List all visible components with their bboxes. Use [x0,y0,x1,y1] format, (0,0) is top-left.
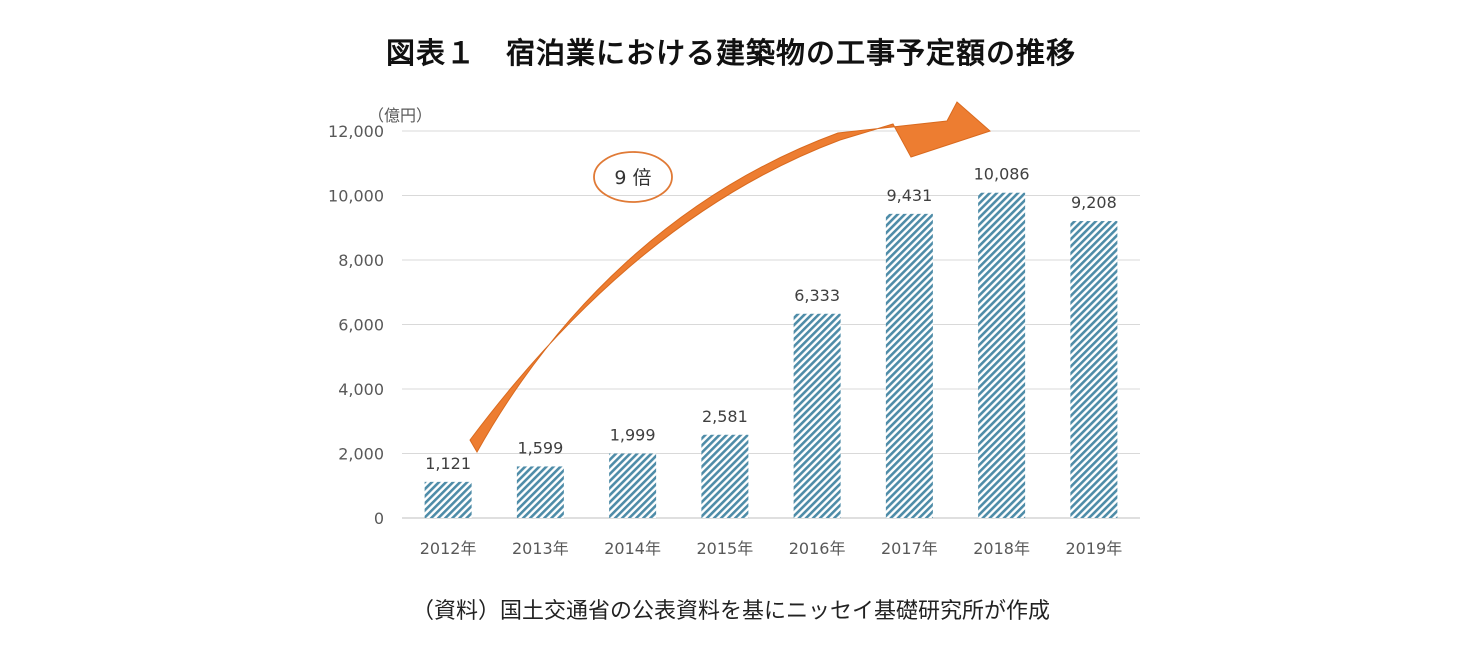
annotation-bubble: 9 倍 [593,151,673,203]
y-tick-label: 10,000 [328,187,384,206]
x-tick-label: 2019年 [1066,539,1123,558]
data-label: 9,431 [886,186,932,205]
bar [978,192,1026,518]
y-tick-label: 2,000 [338,445,384,464]
annotation-text: 9 倍 [614,167,651,189]
x-tick-label: 2016年 [789,539,846,558]
bar [516,466,564,518]
y-tick-label: 4,000 [338,380,384,399]
gridlines [402,130,1140,519]
bar [609,453,657,518]
bars [424,192,1118,519]
data-label: 1,999 [610,426,656,445]
x-tick-label: 2017年 [881,539,938,558]
bar [1070,221,1118,519]
data-label: 9,208 [1071,193,1117,212]
bar [793,313,841,518]
data-label: 2,581 [702,407,748,426]
y-tick-label: 0 [374,509,384,528]
x-tick-label: 2013年 [512,539,569,558]
labels: 0 2,000 4,000 6,000 8,000 10,000 12,000 1,121 20… [328,122,1122,558]
data-label: 1,599 [517,438,563,457]
x-tick-label: 2018年 [973,539,1030,558]
y-tick-label: 8,000 [338,251,384,270]
bar [885,213,933,518]
bar [424,481,472,518]
data-label: 10,086 [974,165,1030,184]
data-label: 6,333 [794,286,840,305]
bar [701,434,749,518]
chart-title: 図表１ 宿泊業における建築物の工事予定額の推移 [385,36,1076,70]
y-unit-label: （億円） [368,106,432,125]
annotation-ellipse [593,151,673,203]
source-note: （資料）国土交通省の公表資料を基にニッセイ基礎研究所が作成 [411,599,1050,624]
x-tick-label: 2014年 [604,539,661,558]
x-tick-label: 2015年 [697,539,754,558]
data-label: 1,121 [425,454,471,473]
x-tick-label: 2012年 [420,539,477,558]
growth-arrow [469,101,991,454]
y-tick-label: 12,000 [328,122,384,141]
y-tick-label: 6,000 [338,316,384,335]
